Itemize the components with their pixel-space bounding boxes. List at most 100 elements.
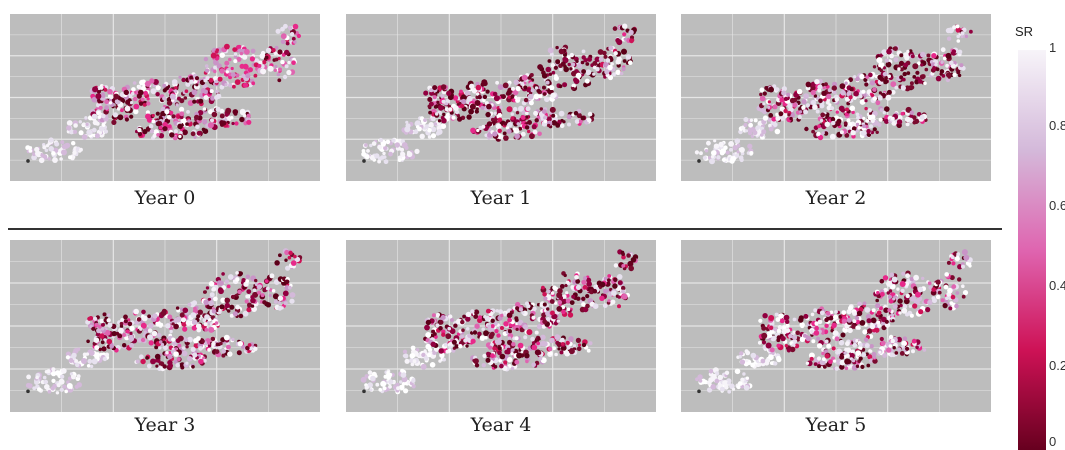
- sr-point: [505, 91, 510, 96]
- sr-point: [498, 309, 503, 315]
- sr-point: [190, 346, 196, 352]
- sr-point: [571, 86, 575, 91]
- sr-point: [849, 352, 855, 359]
- sr-point: [41, 154, 46, 159]
- sr-point: [122, 333, 127, 337]
- sr-point: [556, 292, 563, 299]
- sr-point: [132, 96, 138, 102]
- sr-point: [246, 289, 252, 294]
- sr-point: [207, 122, 214, 129]
- sr-point: [78, 120, 83, 124]
- sr-point: [61, 149, 67, 156]
- sr-point: [250, 304, 255, 308]
- sr-point: [217, 76, 223, 82]
- sr-point: [949, 275, 955, 281]
- sr-point: [119, 321, 124, 326]
- sr-point: [937, 290, 942, 295]
- sr-point: [553, 301, 558, 305]
- sr-point: [447, 326, 451, 331]
- sr-point: [778, 111, 784, 117]
- sr-point: [757, 340, 762, 345]
- sr-point: [539, 107, 543, 111]
- sr-point: [364, 154, 370, 160]
- sr-point: [277, 49, 283, 55]
- sr-point: [506, 128, 512, 134]
- sr-point: [899, 75, 904, 80]
- sr-point: [237, 48, 242, 53]
- sr-point: [233, 52, 238, 56]
- sr-point: [577, 63, 582, 68]
- sr-point: [140, 97, 145, 102]
- sr-point: [896, 336, 902, 343]
- sr-point: [890, 313, 895, 317]
- sr-point: [101, 322, 105, 327]
- sr-point: [228, 57, 232, 62]
- sr-point: [767, 333, 773, 338]
- sr-point: [787, 113, 791, 117]
- sr-point: [101, 123, 106, 127]
- sr-point: [232, 311, 238, 317]
- sr-point: [858, 356, 863, 361]
- sr-point: [869, 349, 873, 353]
- sr-point: [435, 314, 440, 318]
- sr-point: [174, 86, 178, 90]
- sr-point: [549, 337, 555, 344]
- sr-point: [203, 95, 209, 100]
- sr-point: [956, 34, 960, 39]
- sr-point: [538, 356, 543, 361]
- sr-point: [415, 348, 420, 352]
- sr-point: [485, 111, 491, 118]
- sr-point: [778, 313, 784, 319]
- sr-point: [260, 68, 267, 75]
- sr-point: [583, 82, 589, 88]
- sr-point: [473, 314, 479, 319]
- sr-point: [191, 89, 198, 96]
- sr-point: [386, 371, 390, 375]
- sr-point: [515, 86, 521, 92]
- sr-point: [957, 73, 962, 78]
- sr-point: [440, 84, 447, 90]
- sr-point: [820, 118, 824, 123]
- sr-point: [533, 110, 538, 116]
- sr-point: [581, 55, 586, 60]
- sr-point: [549, 85, 555, 91]
- sr-point: [210, 336, 216, 342]
- sr-point: [897, 67, 901, 71]
- sr-point: [855, 364, 860, 368]
- sr-point: [84, 116, 88, 120]
- sr-point: [566, 114, 572, 120]
- sr-point: [224, 60, 230, 66]
- sr-point: [245, 279, 250, 283]
- sr-point: [214, 79, 219, 84]
- sr-point: [866, 128, 871, 134]
- sr-point: [508, 323, 513, 328]
- sr-point: [133, 103, 140, 110]
- sr-point: [476, 128, 480, 133]
- sr-point: [425, 332, 432, 338]
- sr-point: [283, 23, 288, 29]
- sr-point: [420, 363, 427, 370]
- sr-point: [881, 49, 888, 56]
- sr-point: [576, 112, 582, 119]
- sr-point: [238, 271, 243, 276]
- sr-point: [28, 149, 33, 153]
- sr-point: [148, 323, 154, 329]
- sr-point: [258, 60, 263, 65]
- sr-point: [282, 290, 289, 297]
- sr-point: [616, 56, 622, 62]
- sr-point: [813, 362, 818, 366]
- sr-point: [202, 318, 207, 323]
- sr-point: [364, 385, 369, 390]
- sr-point: [761, 325, 767, 331]
- sr-point: [910, 54, 915, 59]
- sr-point: [507, 357, 513, 363]
- sr-point: [500, 313, 504, 318]
- sr-point: [549, 52, 554, 57]
- sr-point: [833, 314, 839, 320]
- sr-point: [435, 347, 439, 352]
- sr-point: [385, 139, 391, 145]
- sr-point: [124, 335, 130, 341]
- sr-point: [541, 73, 548, 79]
- sr-point: [225, 107, 232, 114]
- sr-point: [592, 60, 598, 67]
